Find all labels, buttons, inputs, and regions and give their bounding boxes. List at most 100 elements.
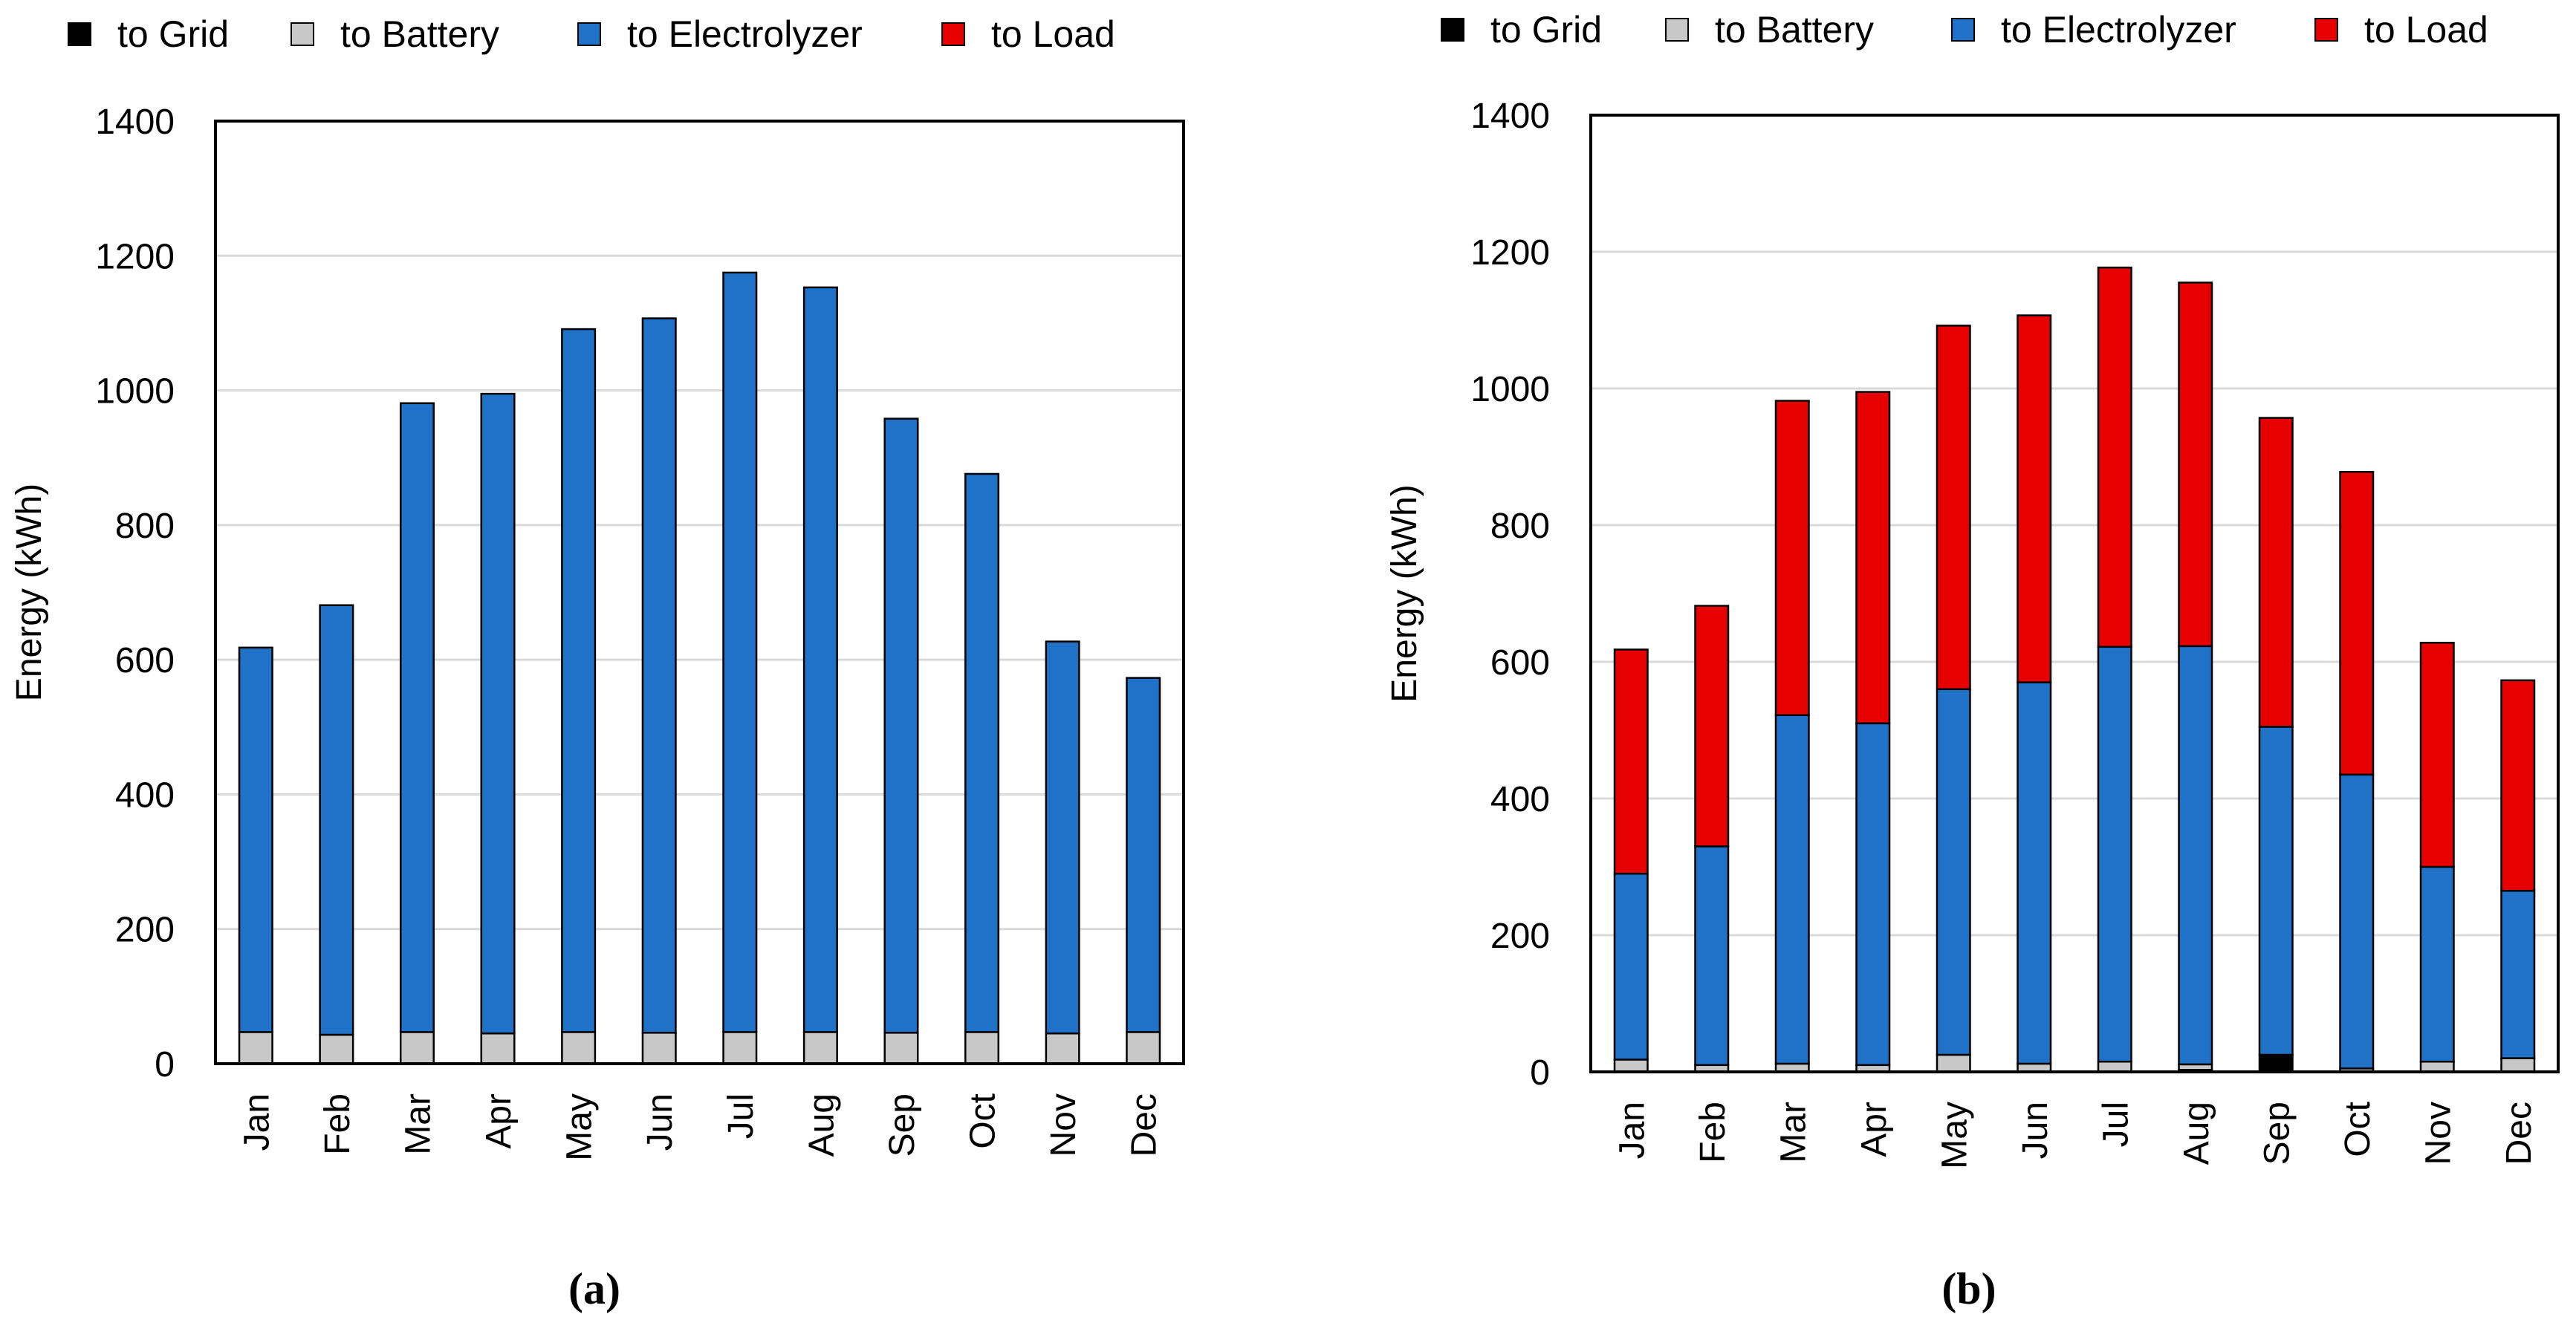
legend-label-to-battery: to Battery (340, 13, 499, 55)
bar-to-battery-sep (883, 1032, 919, 1065)
bar-to-electrolyzer-aug (802, 286, 838, 1033)
x-tick-label: Sep (2257, 1102, 2297, 1165)
bar-to-electrolyzer-apr (480, 392, 516, 1035)
bar-to-load-apr (1855, 391, 1891, 725)
y-tick-label: 1200 (1470, 233, 1550, 273)
x-tick-label: Mar (398, 1093, 438, 1155)
legend-swatch-to-battery (1665, 18, 1689, 42)
bar-to-battery-nov (2419, 1060, 2455, 1073)
y-tick-label: 1200 (95, 237, 175, 276)
legend-label-to-grid: to Grid (1490, 9, 1602, 51)
panel-label: (b) (1941, 1264, 1996, 1313)
x-tick-label: Oct (964, 1093, 1003, 1149)
bar-to-load-oct (2339, 470, 2375, 776)
bar-to-load-may (1936, 325, 1971, 691)
bar-to-grid-sep (2258, 1053, 2294, 1073)
bar-to-battery-jul (722, 1031, 758, 1065)
bar-to-electrolyzer-feb (1694, 845, 1730, 1067)
bar-to-load-dec (2500, 679, 2536, 892)
bar-to-electrolyzer-jun (2017, 681, 2052, 1065)
legend-label-to-grid: to Grid (117, 13, 229, 55)
legend-swatch-to-load (2314, 18, 2338, 42)
x-tick-label: May (560, 1093, 600, 1161)
y-tick-label: 1000 (95, 372, 175, 412)
x-tick-label: Aug (802, 1093, 841, 1157)
bar-to-electrolyzer-jan (1613, 872, 1649, 1061)
bar-to-battery-oct (964, 1031, 1000, 1065)
y-tick-label: 0 (1530, 1053, 1550, 1093)
x-tick-label: May (1935, 1102, 1974, 1169)
y-tick-label: 1000 (1470, 370, 1550, 409)
bar-to-load-jan (1613, 648, 1649, 875)
bar-to-battery-mar (399, 1031, 435, 1065)
y-tick-label: 1400 (95, 103, 175, 142)
bar-to-battery-apr (480, 1032, 516, 1065)
bar-to-electrolyzer-mar (1774, 714, 1810, 1065)
legend-label-to-electrolyzer: to Electrolyzer (2001, 9, 2236, 51)
bar-to-electrolyzer-aug (2178, 645, 2213, 1066)
bar-to-battery-dec (1126, 1031, 1161, 1065)
bar-to-load-jul (2097, 266, 2132, 648)
x-tick-label: Jul (2096, 1102, 2135, 1147)
y-tick-label: 200 (1490, 917, 1550, 956)
x-tick-label: Feb (318, 1093, 357, 1155)
x-tick-label: Mar (1774, 1102, 1813, 1163)
bar-to-load-feb (1694, 605, 1730, 848)
y-axis-title: Energy (kWh) (10, 484, 49, 701)
legend-swatch-to-load (941, 22, 965, 46)
bar-to-electrolyzer-nov (2419, 865, 2455, 1063)
bar-to-electrolyzer-sep (883, 417, 919, 1034)
x-tick-label: Apr (479, 1093, 519, 1149)
bar-to-electrolyzer-jun (641, 317, 677, 1034)
x-tick-label: Oct (2338, 1102, 2378, 1157)
x-tick-label: Aug (2177, 1102, 2216, 1165)
y-tick-label: 600 (1490, 643, 1550, 683)
y-tick-label: 600 (115, 641, 175, 680)
bar-to-battery-jan (1613, 1059, 1649, 1073)
bar-to-load-nov (2419, 641, 2455, 868)
x-tick-label: Apr (1855, 1102, 1894, 1157)
x-tick-label: Jun (640, 1093, 680, 1151)
bar-to-electrolyzer-oct (964, 472, 1000, 1033)
bar-to-battery-jul (2097, 1060, 2132, 1073)
bar-to-load-mar (1774, 400, 1810, 717)
chart-panel-a: to Grid to Battery to Electrolyzer to Load 0… (10, 13, 1185, 1313)
panel-label: (a) (568, 1264, 620, 1313)
legend-swatch-to-electrolyzer (1951, 18, 1975, 42)
x-tick-label: Feb (1693, 1102, 1733, 1163)
chart-panel-b: to Grid to Battery to Electrolyzer to Load 0… (1385, 9, 2560, 1313)
x-tick-label: Nov (1044, 1093, 1083, 1157)
legend-swatch-to-electrolyzer (577, 22, 601, 46)
bar-to-electrolyzer-apr (1855, 722, 1891, 1067)
bar-to-battery-nov (1045, 1032, 1080, 1065)
x-tick-label: Sep (883, 1093, 922, 1157)
bar-to-electrolyzer-jul (2097, 646, 2132, 1063)
y-tick-label: 400 (1490, 780, 1550, 819)
y-tick-label: 800 (1490, 507, 1550, 546)
bar-to-electrolyzer-may (1936, 688, 1971, 1056)
bar-to-electrolyzer-dec (2500, 889, 2536, 1059)
y-tick-label: 200 (115, 911, 175, 950)
bar-to-battery-dec (2500, 1057, 2536, 1073)
bar-to-battery-jan (238, 1031, 273, 1065)
y-tick-label: 800 (115, 507, 175, 546)
bar-to-electrolyzer-jan (238, 646, 273, 1033)
y-tick-label: 1400 (1470, 97, 1550, 136)
bar-to-load-jun (2017, 314, 2052, 683)
bar-to-battery-may (1936, 1053, 1971, 1073)
bar-to-electrolyzer-feb (319, 604, 354, 1036)
x-tick-label: Dec (2499, 1102, 2539, 1165)
bar-to-electrolyzer-dec (1126, 677, 1161, 1033)
bar-to-electrolyzer-sep (2258, 726, 2294, 1056)
bar-to-load-aug (2178, 282, 2213, 648)
x-tick-label: Jan (237, 1093, 276, 1151)
legend-swatch-to-battery (291, 22, 314, 46)
bar-to-electrolyzer-may (561, 328, 597, 1033)
legend-label-to-load: to Load (2364, 9, 2488, 51)
plot-frame (1589, 114, 2560, 1073)
x-tick-label: Jul (721, 1093, 761, 1139)
legend-label-to-electrolyzer: to Electrolyzer (627, 13, 863, 55)
legend-label-to-load: to Load (991, 13, 1115, 55)
bar-to-battery-jun (641, 1032, 677, 1065)
